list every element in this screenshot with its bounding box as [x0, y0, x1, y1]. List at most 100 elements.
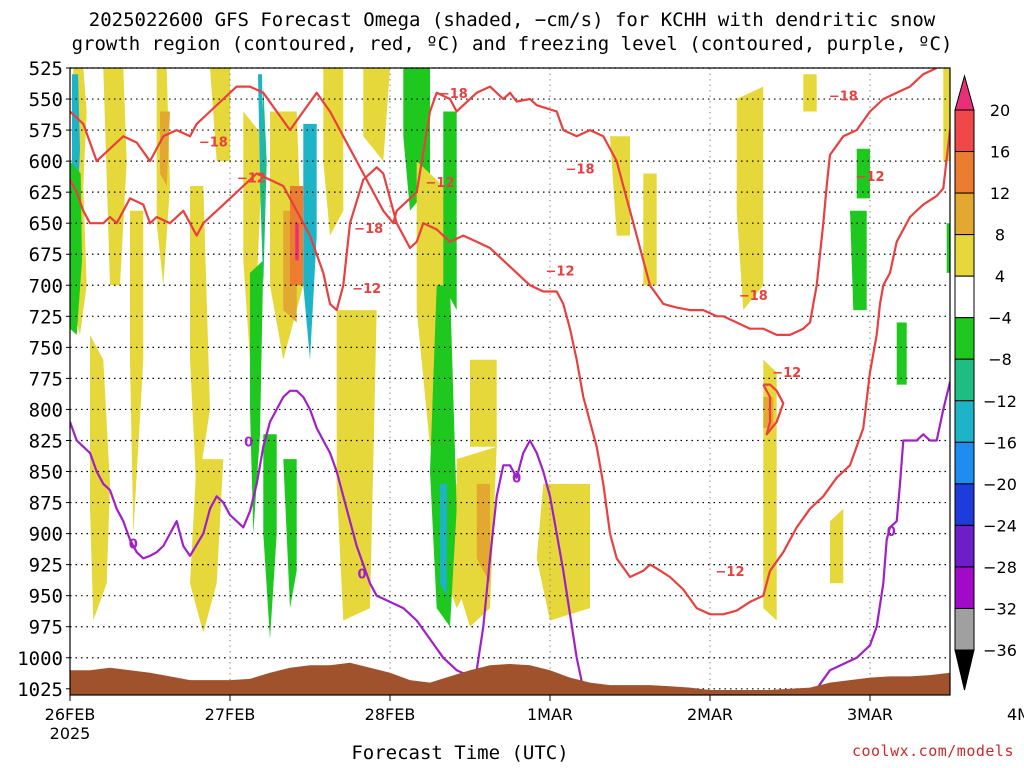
colorbar-tick--12: −12 — [983, 392, 1017, 411]
y-tick-label-975: 975 — [29, 617, 63, 639]
y-tick-label-800: 800 — [29, 399, 63, 421]
omega-shaded-region-23 — [336, 310, 377, 621]
omega-shading — [70, 68, 950, 640]
contour-label-0: −18 — [199, 135, 228, 150]
colorbar-tick--24: −24 — [983, 516, 1017, 535]
y-tick-label-875: 875 — [29, 493, 63, 515]
colorbar-tick-8: 8 — [995, 226, 1005, 245]
colorbar-bin--32 — [954, 566, 975, 609]
omega-shaded-region-20 — [303, 123, 317, 360]
omega-shaded-region-4 — [103, 68, 127, 286]
contour-label-12: −12 — [856, 170, 885, 185]
colorbar-tick--36: −36 — [983, 641, 1017, 660]
colorbar-bin--36 — [954, 607, 975, 651]
omega-shaded-region-9 — [190, 459, 224, 633]
contour--12 — [70, 129, 950, 616]
colorbar-tick--32: −32 — [983, 599, 1017, 618]
omega-shaded-region-34 — [470, 359, 497, 447]
colorbar-bin--24 — [954, 483, 975, 526]
plot-background — [70, 68, 950, 695]
contours — [70, 68, 950, 695]
omega-shaded-region-28 — [443, 111, 457, 311]
colorbar-tick--28: −28 — [983, 558, 1017, 577]
omega-shaded-region-7 — [160, 111, 170, 186]
contour-label-10: −12 — [772, 366, 801, 381]
terrain — [70, 662, 950, 695]
x-tick-label-0-0: 26FEB — [45, 705, 96, 724]
y-tick-label-1025: 1025 — [17, 679, 63, 701]
colorbar-bin--28 — [954, 524, 975, 568]
colorbar-tick-4: 4 — [995, 267, 1005, 286]
contour-labels: −18 −12 −18 −12 −12 −18 −12 −18 −18 −12 −12 −18 −12 0… — [129, 87, 896, 582]
omega-shaded-region-30 — [430, 285, 457, 627]
colorbar-bin--12 — [954, 358, 975, 402]
y-tick-label-900: 900 — [29, 524, 63, 546]
watermark: coolwx.com/models — [851, 742, 1014, 760]
y-axis: 525 550 575 600 625 650 675 700 725 750 775 800 825 8… — [17, 58, 70, 701]
y-tick-label-650: 650 — [29, 213, 63, 235]
colorbar-tick-16: 16 — [990, 143, 1010, 162]
contour-label-16: 0 — [512, 472, 521, 487]
y-tick-label-700: 700 — [29, 275, 63, 297]
y-tick-label-675: 675 — [29, 244, 63, 266]
colorbar-tick--20: −20 — [983, 475, 1017, 494]
omega-shaded-region-5 — [130, 210, 144, 534]
colorbar-bottom-cap — [954, 649, 975, 691]
omega-shaded-region-18 — [295, 223, 299, 261]
contour-label-4: −12 — [426, 176, 455, 191]
colorbar-tick-20: 20 — [990, 101, 1010, 120]
omega-shaded-region-38 — [736, 86, 764, 311]
colorbar-bin-8 — [954, 192, 975, 236]
colorbar-bin-12 — [954, 151, 975, 194]
colorbar-bin--20 — [954, 441, 975, 485]
colorbar-tick-12: 12 — [990, 184, 1010, 203]
omega-shaded-region-31 — [440, 483, 447, 596]
x-tick-label-0-1: 2025 — [50, 724, 91, 743]
y-tick-label-525: 525 — [29, 58, 63, 80]
x-tick-label-6-0: 4MAR — [1007, 705, 1024, 724]
y-tick-label-600: 600 — [29, 151, 63, 173]
x-axis: 26FEB202527FEB28FEB1MAR2MAR3MAR4MAR5MAR — [45, 695, 1024, 743]
colorbar-tick--8: −8 — [988, 350, 1012, 369]
y-tick-label-625: 625 — [29, 182, 63, 204]
omega-shaded-region-43 — [896, 322, 907, 385]
contour-label-14: 0 — [244, 436, 253, 451]
omega-shaded-region-2 — [70, 161, 82, 335]
omega-shaded-region-37 — [643, 173, 657, 286]
omega-shaded-region-45 — [830, 508, 844, 584]
contour-freezing-level-2 — [802, 381, 950, 695]
omega-shaded-region-24 — [363, 68, 390, 162]
colorbar-bin--8 — [954, 317, 975, 360]
x-axis-label: Forecast Time (UTC) — [351, 742, 569, 764]
colorbar-tick--16: −16 — [983, 433, 1017, 452]
y-tick-label-550: 550 — [29, 89, 63, 111]
contour-label-2: −18 — [354, 222, 383, 237]
omega-shaded-region-10 — [210, 68, 230, 162]
colorbar-bin--4 — [954, 275, 975, 319]
contour--18 — [70, 68, 938, 336]
x-tick-label-2-0: 28FEB — [365, 705, 416, 724]
colorbar-bin--16 — [954, 400, 975, 443]
x-tick-label-3-0: 1MAR — [527, 705, 573, 724]
x-tick-label-4-0: 2MAR — [687, 705, 733, 724]
colorbar-top-cap — [954, 74, 975, 111]
omega-shaded-region-8 — [190, 186, 210, 497]
y-tick-label-575: 575 — [29, 120, 63, 142]
omega-shaded-region-42 — [856, 148, 870, 199]
y-tick-label-1000: 1000 — [17, 648, 63, 670]
chart-title-line-2: growth region (contoured, red, ºC) and f… — [71, 33, 953, 55]
colorbar-bin-16 — [954, 109, 975, 153]
y-tick-label-725: 725 — [29, 306, 63, 328]
y-tick-label-750: 750 — [29, 337, 63, 359]
omega-shaded-region-40 — [763, 397, 774, 429]
y-tick-label-775: 775 — [29, 368, 63, 390]
y-tick-label-950: 950 — [29, 586, 63, 608]
contour-label-5: −18 — [439, 87, 468, 102]
y-tick-label-825: 825 — [29, 430, 63, 452]
colorbar-tick--4: −4 — [988, 309, 1012, 328]
contour--18-island — [762, 383, 785, 436]
contour-label-8: −18 — [739, 289, 768, 304]
omega-shaded-region-46 — [803, 74, 817, 112]
terrain-surface — [70, 662, 950, 695]
